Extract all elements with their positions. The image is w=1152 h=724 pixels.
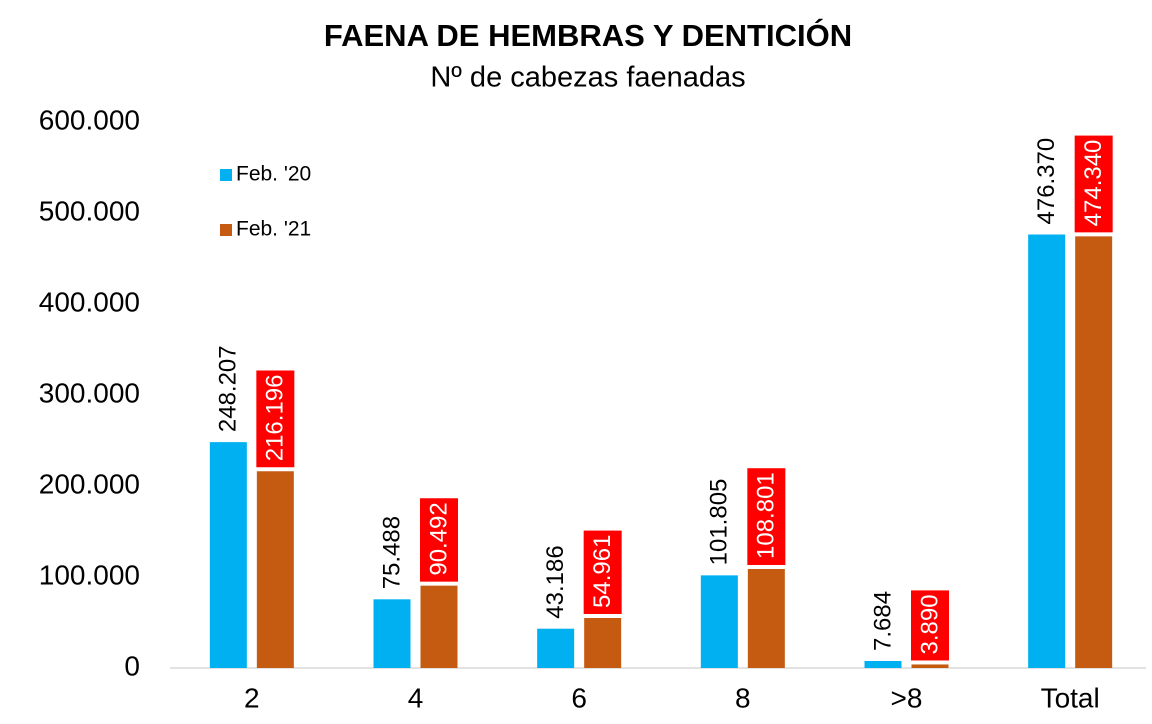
value-label-group: 108.801 (747, 468, 786, 565)
legend-swatch (220, 224, 232, 236)
x-tick-label: 4 (408, 682, 424, 713)
bar (864, 661, 902, 668)
value-label-group: 216.196 (256, 370, 295, 468)
y-tick-label: 100.000 (39, 559, 140, 590)
legend-swatch (220, 169, 232, 181)
bar (700, 575, 738, 668)
bar (747, 568, 785, 668)
value-label-group: 90.492 (420, 498, 458, 582)
value-label: 90.492 (425, 502, 452, 575)
value-label-group: 101.805 (706, 479, 733, 566)
value-label: 474.340 (1080, 140, 1107, 227)
value-label-group: 7.684 (869, 591, 896, 651)
value-label: 3.890 (916, 594, 943, 654)
bar (373, 599, 411, 668)
x-tick-label: Total (1041, 682, 1100, 713)
value-label: 101.805 (706, 479, 733, 566)
x-tick-label: 8 (735, 682, 751, 713)
bar (584, 617, 622, 668)
value-label-group: 3.890 (911, 590, 949, 661)
value-label-group: 474.340 (1074, 135, 1113, 233)
value-label-group: 43.186 (542, 545, 569, 618)
chart-title: FAENA DE HEMBRAS Y DENTICIÓN (324, 17, 852, 53)
value-label-group: 75.488 (378, 516, 405, 589)
bar (911, 664, 949, 668)
bar (209, 442, 247, 668)
value-label: 476.370 (1033, 138, 1060, 225)
value-label: 248.207 (215, 345, 242, 432)
legend-label: Feb. '21 (236, 218, 311, 241)
value-label: 7.684 (869, 591, 896, 651)
y-tick-label: 0 (124, 650, 140, 681)
value-label: 108.801 (753, 472, 780, 559)
value-label-group: 54.961 (583, 530, 622, 614)
value-label: 75.488 (378, 516, 405, 589)
value-label-box (256, 370, 295, 468)
bar (537, 628, 575, 668)
value-label: 43.186 (542, 545, 569, 618)
bar (256, 471, 294, 668)
value-label-group: 476.370 (1033, 138, 1060, 225)
x-tick-label: 6 (571, 682, 587, 713)
y-tick-label: 400.000 (39, 286, 140, 317)
value-label-box (747, 468, 786, 565)
chart-subtitle: Nº de cabezas faenadas (430, 62, 745, 94)
value-label-group: 248.207 (215, 345, 242, 432)
y-tick-label: 600.000 (39, 104, 140, 135)
x-tick-label: >8 (891, 682, 923, 713)
legend-label: Feb. '20 (236, 163, 311, 186)
value-label: 54.961 (589, 535, 616, 608)
value-label-box (1074, 135, 1113, 233)
value-label-box (911, 590, 949, 661)
bar (1075, 236, 1113, 669)
value-label: 216.196 (262, 374, 289, 461)
y-tick-label: 300.000 (39, 377, 140, 408)
bar (420, 585, 458, 668)
bar (1028, 234, 1066, 668)
y-tick-label: 200.000 (39, 468, 140, 499)
x-tick-label: 2 (244, 682, 260, 713)
value-label-box (583, 530, 622, 614)
y-tick-label: 500.000 (39, 195, 140, 226)
value-label-box (420, 498, 458, 582)
